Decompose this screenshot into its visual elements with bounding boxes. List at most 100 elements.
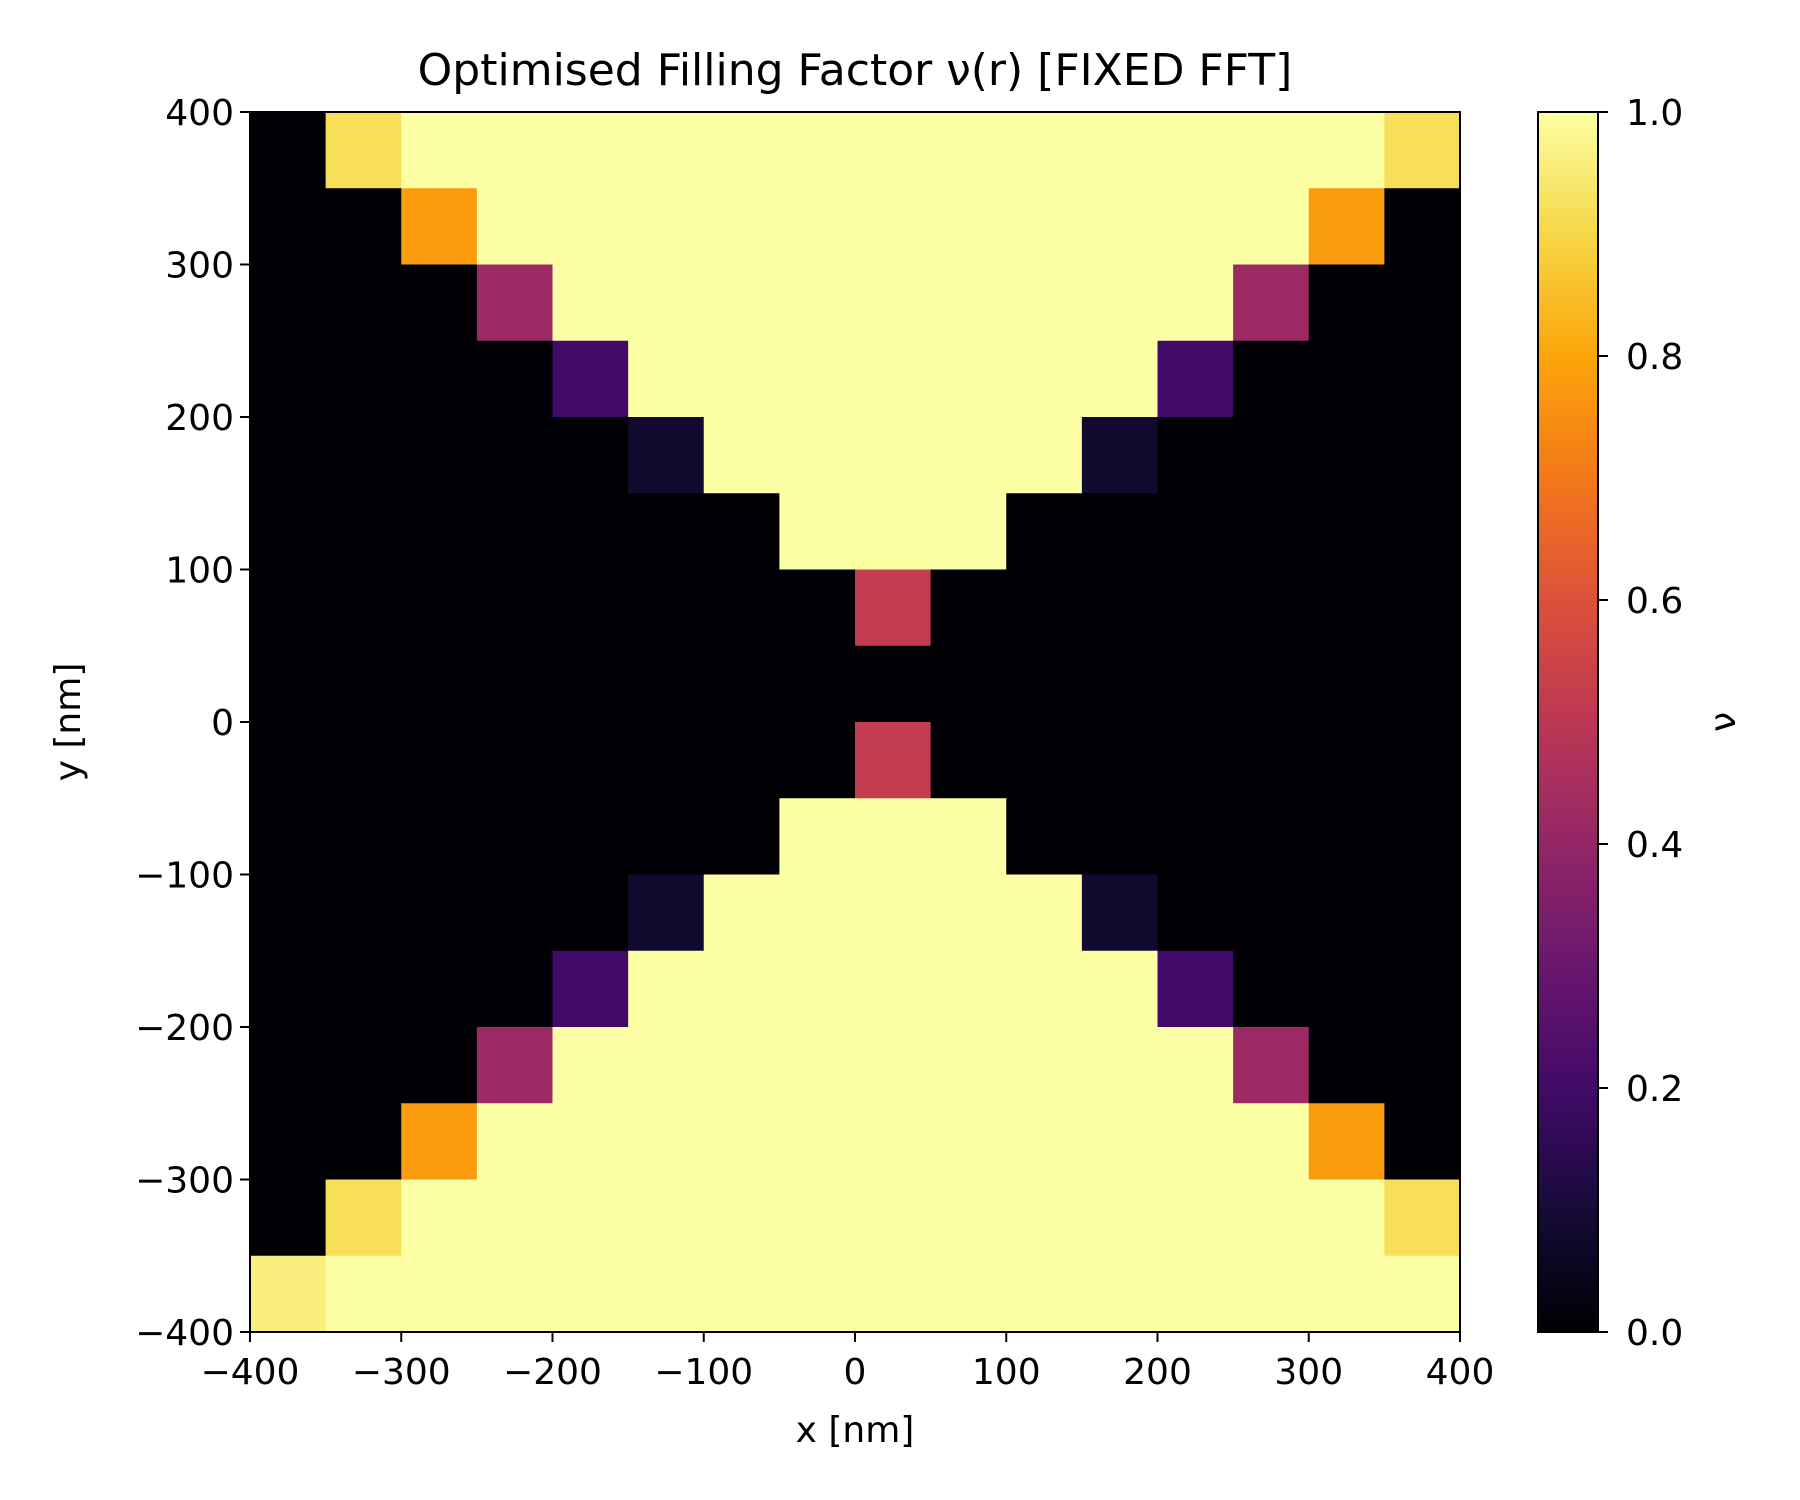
heatmap-cell	[779, 264, 856, 342]
heatmap-cell	[1384, 569, 1461, 647]
heatmap-cell	[1308, 417, 1385, 494]
heatmap-cell	[1006, 1103, 1083, 1181]
heatmap-cell	[855, 493, 932, 571]
heatmap-cell	[401, 493, 478, 571]
heatmap-cell	[552, 874, 629, 952]
x-tick-label: −400	[201, 1352, 300, 1393]
heatmap-cell	[1157, 950, 1234, 1028]
heatmap-cell	[1081, 417, 1159, 494]
heatmap-cell	[1233, 493, 1310, 571]
heatmap-cell	[401, 645, 478, 723]
x-tick-label: 300	[1274, 1352, 1343, 1393]
heatmap-cell	[1081, 569, 1159, 647]
heatmap-cell	[703, 874, 780, 952]
y-tick-label: 0	[211, 703, 234, 744]
heatmap-cell	[476, 264, 554, 342]
heatmap-cell	[779, 1255, 856, 1333]
heatmap-cell	[325, 340, 402, 418]
x-tick-label: 100	[972, 1352, 1041, 1393]
heatmap-cell	[1384, 645, 1461, 723]
heatmap-cell	[779, 188, 856, 266]
heatmap-cell	[855, 874, 932, 952]
chart-title: Optimised Filling Factor ν(r) [FIXED FFT…	[418, 45, 1293, 96]
heatmap-cells	[250, 112, 1461, 1333]
heatmap-cell	[476, 1027, 554, 1104]
heatmap-cell	[1006, 1255, 1083, 1333]
heatmap-cell	[401, 874, 478, 952]
heatmap-cell	[401, 188, 478, 266]
heatmap-cell	[779, 1103, 856, 1181]
heatmap-cell	[779, 1179, 856, 1257]
heatmap-cell	[779, 798, 856, 876]
heatmap-cell	[552, 340, 629, 418]
heatmap-cell	[1081, 1179, 1159, 1257]
heatmap-cell	[1081, 1027, 1159, 1104]
colorbar-tick-label: 1.0	[1626, 93, 1683, 134]
heatmap-cell	[1006, 950, 1083, 1028]
heatmap-cell	[401, 340, 478, 418]
heatmap-cell	[250, 1255, 327, 1333]
colorbar-tick-label: 0.0	[1626, 1313, 1683, 1354]
heatmap-cell	[628, 340, 705, 418]
heatmap-cell	[552, 188, 629, 266]
heatmap-cell	[1081, 264, 1159, 342]
heatmap-cell	[1233, 874, 1310, 952]
heatmap-cell	[552, 645, 629, 723]
heatmap-cell	[250, 112, 327, 189]
heatmap-cell	[250, 798, 327, 876]
heatmap-cell	[1384, 417, 1461, 494]
heatmap-cell	[250, 1103, 327, 1181]
heatmap-cell	[325, 188, 402, 266]
heatmap-cell	[250, 493, 327, 571]
heatmap-cell	[1384, 798, 1461, 876]
heatmap-cell	[703, 188, 780, 266]
y-tick-label: 300	[165, 246, 234, 287]
heatmap-cell	[401, 112, 478, 189]
heatmap-cell	[930, 798, 1007, 876]
heatmap-cell	[930, 950, 1007, 1028]
heatmap-cell	[628, 798, 705, 876]
heatmap-cell	[1233, 417, 1310, 494]
heatmap-cell	[1308, 874, 1385, 952]
x-tick-label: 200	[1123, 1352, 1192, 1393]
heatmap-cell	[552, 722, 629, 799]
heatmap-cell	[325, 1027, 402, 1104]
heatmap-cell	[1006, 493, 1083, 571]
heatmap-cell	[930, 722, 1007, 799]
heatmap-cell	[930, 1027, 1007, 1104]
heatmap-cell	[401, 264, 478, 342]
heatmap-cell	[1384, 493, 1461, 571]
heatmap-cell	[552, 1255, 629, 1333]
heatmap-cell	[1384, 722, 1461, 799]
heatmap-cell	[476, 722, 554, 799]
heatmap-cell	[703, 417, 780, 494]
heatmap-cell	[1308, 645, 1385, 723]
heatmap-cell	[1308, 340, 1385, 418]
colorbar-label: ν	[1703, 712, 1744, 732]
heatmap-cell	[325, 645, 402, 723]
heatmap-cell	[1233, 340, 1310, 418]
heatmap-cell	[325, 493, 402, 571]
heatmap-cell	[628, 264, 705, 342]
heatmap-cell	[250, 340, 327, 418]
heatmap-cell	[1308, 569, 1385, 647]
heatmap-cell	[930, 417, 1007, 494]
heatmap-cell	[1006, 340, 1083, 418]
heatmap-cell	[1308, 950, 1385, 1028]
heatmap-cell	[250, 417, 327, 494]
heatmap-cell	[476, 112, 554, 189]
heatmap-cell	[325, 1179, 402, 1257]
heatmap-cell	[703, 493, 780, 571]
x-tick-label: −200	[503, 1352, 602, 1393]
heatmap-cell	[1081, 722, 1159, 799]
heatmap-cell	[855, 569, 932, 647]
heatmap-cell	[779, 112, 856, 189]
heatmap-cell	[1157, 417, 1234, 494]
heatmap-cell	[1384, 1027, 1461, 1104]
heatmap-cell	[1006, 569, 1083, 647]
heatmap-cell	[1006, 645, 1083, 723]
heatmap-cell	[1233, 1103, 1310, 1181]
heatmap-cell	[552, 112, 629, 189]
heatmap-cell	[1157, 340, 1234, 418]
heatmap-cell	[628, 874, 705, 952]
